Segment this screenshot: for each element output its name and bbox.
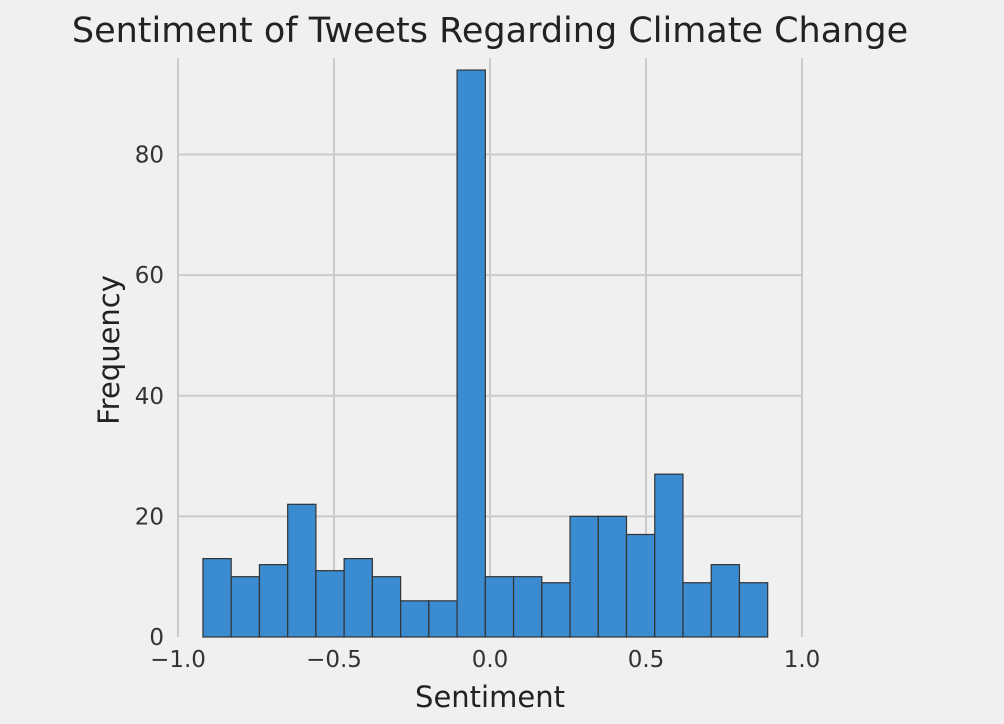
histogram-bar: [597, 515, 628, 638]
histogram-bar: [371, 576, 402, 638]
y-tick-label: 0: [149, 625, 164, 651]
x-tick-label: 1.0: [784, 647, 821, 673]
histogram-bar: [569, 515, 599, 638]
histogram-bar: [654, 473, 684, 638]
histogram-bar: [258, 564, 289, 638]
histogram-bar: [682, 582, 712, 638]
x-tick-label: 0.5: [628, 647, 665, 673]
histogram-bar: [315, 570, 345, 638]
chart-title: Sentiment of Tweets Regarding Climate Ch…: [72, 11, 908, 51]
histogram-bar: [738, 582, 769, 638]
y-tick-label: 40: [135, 384, 164, 410]
x-tick-label: 0.0: [472, 647, 509, 673]
histogram-bar: [541, 582, 571, 638]
x-axis-ticks: −1.0 −0.5 0.0 0.5 1.0: [150, 647, 820, 673]
x-tick-label: −1.0: [150, 647, 206, 673]
histogram-bar: [512, 576, 543, 638]
histogram-bar: [710, 564, 741, 638]
histogram-bar: [625, 533, 656, 638]
histogram-bar: [287, 503, 317, 638]
histogram-bar: [400, 600, 430, 638]
histogram-bar: [230, 576, 261, 638]
histogram-bar: [484, 576, 515, 638]
y-tick-label: 20: [135, 504, 164, 530]
histogram-bars: [202, 69, 769, 638]
histogram-bar: [428, 600, 458, 638]
y-tick-label: 80: [135, 143, 164, 169]
x-axis-title: Sentiment: [415, 680, 565, 714]
histogram-bar: [456, 69, 486, 638]
y-tick-label: 60: [135, 263, 164, 289]
y-axis-title: Frequency: [92, 275, 126, 425]
histogram-bar: [202, 557, 232, 638]
y-axis-ticks: 0 20 40 60 80: [135, 143, 164, 652]
histogram-bar: [343, 557, 373, 638]
x-tick-label: −0.5: [306, 647, 362, 673]
grid-lines: [177, 58, 803, 637]
